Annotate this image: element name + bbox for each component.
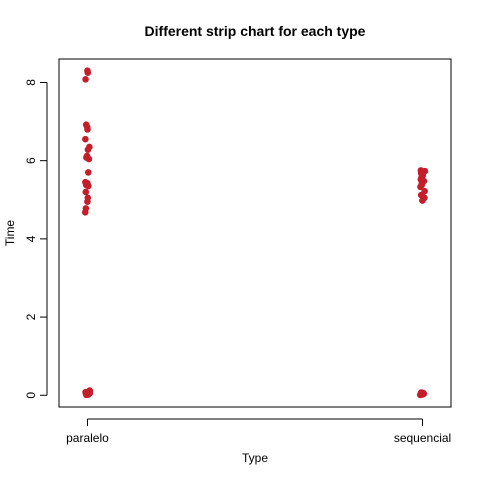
x-axis-label: Type xyxy=(242,451,268,465)
y-tick-label: 4 xyxy=(24,235,38,242)
data-point xyxy=(82,188,90,196)
y-tick-label: 8 xyxy=(24,79,38,86)
data-point xyxy=(85,182,92,190)
data-points xyxy=(81,67,429,399)
data-point xyxy=(83,391,90,399)
plot-area xyxy=(58,58,452,408)
data-point xyxy=(84,69,92,76)
data-point xyxy=(84,198,91,206)
data-point xyxy=(81,208,89,216)
chart-title: Different strip chart for each type xyxy=(145,23,366,39)
data-point xyxy=(84,146,92,154)
x-axis: paralelo sequencial xyxy=(66,418,451,445)
data-point xyxy=(82,135,89,143)
y-axis-label: Time xyxy=(3,220,17,247)
y-tick-label: 6 xyxy=(24,157,38,164)
data-point xyxy=(419,197,426,204)
data-point xyxy=(84,126,91,133)
x-tick-label: sequencial xyxy=(394,431,451,445)
data-point xyxy=(85,155,93,163)
y-tick-label: 2 xyxy=(24,313,38,320)
data-point xyxy=(82,76,89,83)
data-point xyxy=(417,183,424,191)
y-tick-label: 0 xyxy=(24,392,38,399)
data-point xyxy=(84,169,92,176)
data-point xyxy=(416,391,424,399)
y-axis: 0 2 4 6 8 xyxy=(24,79,48,399)
x-tick-label: paralelo xyxy=(66,431,109,445)
